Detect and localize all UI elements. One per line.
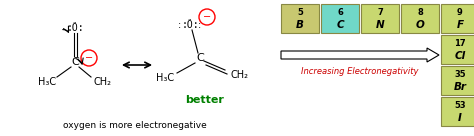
Text: C: C	[71, 57, 79, 67]
Text: :: :	[178, 20, 182, 30]
Text: better: better	[185, 95, 224, 105]
Text: Br: Br	[454, 82, 466, 92]
Text: CH₂: CH₂	[231, 70, 249, 80]
FancyBboxPatch shape	[441, 97, 474, 126]
FancyBboxPatch shape	[441, 35, 474, 64]
Text: O: O	[416, 20, 424, 30]
Text: :O:: :O:	[181, 20, 199, 30]
Polygon shape	[281, 48, 439, 62]
Text: F: F	[456, 20, 464, 30]
Text: Cl: Cl	[455, 51, 465, 61]
Text: −: −	[203, 12, 211, 22]
Text: 53: 53	[454, 101, 466, 110]
Text: :O:: :O:	[66, 23, 84, 33]
Text: I: I	[458, 113, 462, 123]
FancyBboxPatch shape	[441, 4, 474, 33]
Text: 35: 35	[454, 70, 466, 79]
FancyBboxPatch shape	[281, 4, 319, 33]
Text: C: C	[196, 53, 204, 63]
Text: 17: 17	[454, 39, 466, 48]
Text: 5: 5	[297, 8, 303, 17]
Text: ..: ..	[188, 15, 192, 21]
Text: 9: 9	[457, 8, 463, 17]
FancyBboxPatch shape	[441, 66, 474, 95]
Text: Increasing Electronegativity: Increasing Electronegativity	[301, 67, 419, 75]
Text: oxygen is more electronegative: oxygen is more electronegative	[63, 120, 207, 129]
FancyBboxPatch shape	[321, 4, 359, 33]
Text: :: :	[199, 20, 201, 30]
Text: 8: 8	[417, 8, 423, 17]
Text: H₃C: H₃C	[38, 77, 56, 87]
Text: H₃C: H₃C	[156, 73, 174, 83]
Text: 6: 6	[337, 8, 343, 17]
FancyBboxPatch shape	[401, 4, 439, 33]
FancyBboxPatch shape	[361, 4, 399, 33]
Text: B: B	[296, 20, 304, 30]
Text: C: C	[336, 20, 344, 30]
Text: −: −	[85, 53, 93, 63]
Text: ..: ..	[73, 18, 77, 24]
Text: CH₂: CH₂	[94, 77, 112, 87]
Text: N: N	[376, 20, 384, 30]
Text: 7: 7	[377, 8, 383, 17]
